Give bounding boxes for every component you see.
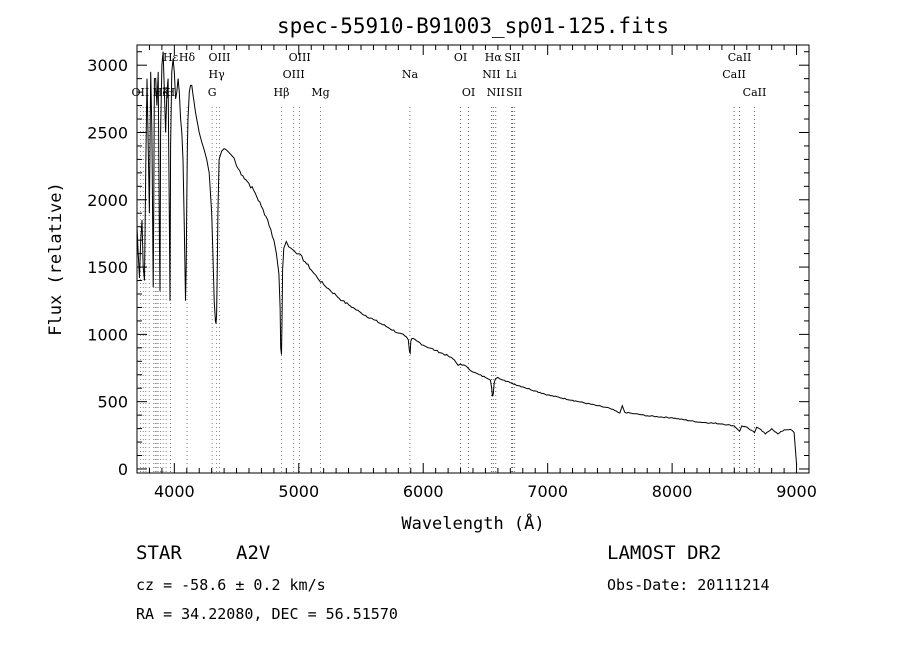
line-label-13: CaII — [722, 68, 746, 81]
line-label-24: CaII — [743, 86, 767, 99]
line-label-5: Hα — [485, 51, 503, 64]
y-tick-label-2: 1000 — [87, 325, 128, 344]
y-axis-ticks: 0 500 1000 1500 2000 2500 3000 — [87, 51, 809, 479]
subclass-text: A2V — [236, 542, 270, 564]
spectrum-series-line — [136, 51, 798, 465]
line-label-7: CaII — [728, 51, 752, 64]
line-label-4: OI — [454, 51, 467, 64]
line-label-21: OI — [462, 86, 475, 99]
line-label-17: H — [166, 86, 176, 99]
line-label-8: Hγ — [209, 68, 226, 81]
survey-name-text: LAMOST DR2 — [607, 542, 721, 564]
line-label-22: NII — [487, 86, 505, 99]
y-tick-label-6: 3000 — [87, 56, 128, 75]
x-tick-label-5: 9000 — [776, 482, 817, 501]
y-axis-label: Flux (relative) — [46, 182, 66, 336]
y-tick-label-0: 0 — [118, 460, 128, 479]
line-marker-group — [139, 107, 755, 473]
redshift-text: cz = -58.6 ± 0.2 km/s — [136, 576, 326, 594]
line-label-0: Hε — [163, 51, 179, 64]
line-label-9: OIII — [283, 68, 305, 81]
plot-frame — [136, 44, 810, 474]
line-label-10: Na — [402, 68, 419, 81]
obs-date-text: Obs-Date: 20111214 — [607, 576, 770, 594]
y-tick-label-3: 1500 — [87, 258, 128, 277]
x-tick-label-0: 4000 — [154, 482, 195, 501]
coordinates-text: RA = 34.22080, DEC = 56.51570 — [136, 605, 398, 623]
line-label-3: OIII — [289, 51, 311, 64]
x-tick-label-1: 5000 — [278, 482, 319, 501]
line-label-1: Hδ — [179, 51, 196, 64]
line-label-23: SII — [506, 86, 522, 99]
line-label-20: Mg — [311, 86, 329, 99]
line-label-19: Hβ — [274, 86, 290, 99]
x-tick-label-4: 8000 — [652, 482, 693, 501]
y-tick-label-1: 500 — [97, 393, 128, 412]
x-axis-label: Wavelength (Å) — [401, 512, 544, 534]
line-label-2: OIII — [208, 51, 230, 64]
object-class-text: STAR — [136, 542, 182, 564]
chart-title: spec-55910-B91003_sp01-125.fits — [277, 14, 669, 38]
x-tick-label-2: 6000 — [403, 482, 444, 501]
y-tick-label-4: 2000 — [87, 191, 128, 210]
y-tick-label-5: 2500 — [87, 123, 128, 142]
x-tick-label-3: 7000 — [527, 482, 568, 501]
line-label-18: G — [208, 86, 217, 99]
x-axis-ticks: 4000 5000 6000 7000 8000 9000 — [136, 45, 817, 501]
line-label-6: SII — [504, 51, 520, 64]
line-label-12: Li — [506, 68, 517, 81]
line-label-11: NII — [482, 68, 500, 81]
